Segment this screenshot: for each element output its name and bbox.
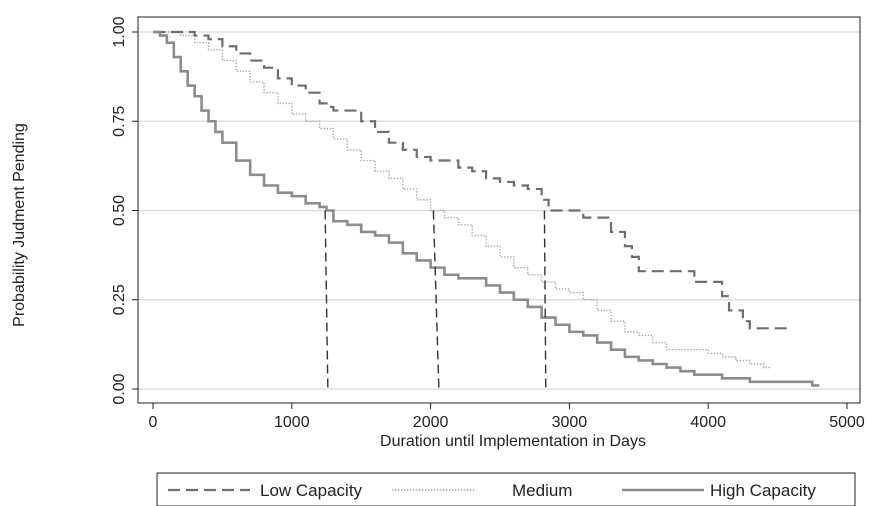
y-axis: 0.00 0.25 0.50 0.75 1.00 (111, 16, 138, 405)
y-tick-label: 0.75 (111, 106, 128, 137)
median-lines (324, 210, 547, 392)
x-tick-label: 5000 (829, 414, 865, 431)
median-line (432, 210, 440, 392)
x-tick-label: 2000 (413, 414, 449, 431)
x-tick-label: 3000 (552, 414, 588, 431)
y-tick-label: 1.00 (111, 16, 128, 47)
x-tick-label: 4000 (690, 414, 726, 431)
legend-label: High Capacity (710, 481, 816, 500)
x-axis: 0 1000 2000 3000 4000 5000 (149, 403, 865, 431)
x-tick-label: 1000 (274, 414, 310, 431)
legend-label: Medium (512, 481, 572, 500)
y-tick-label: 0.25 (111, 284, 128, 315)
series-layer (153, 30, 820, 387)
series-line-medium (153, 31, 771, 369)
x-axis-title: Duration until Implementation in Days (380, 433, 646, 450)
series-line-low-capacity (153, 30, 792, 330)
legend: Low Capacity Medium High Capacity (156, 472, 856, 506)
legend-label: Low Capacity (260, 481, 363, 500)
series-line-high-capacity (153, 30, 820, 387)
legend-box (156, 472, 856, 506)
median-line (324, 210, 329, 392)
x-tick-label: 0 (149, 414, 158, 431)
y-tick-label: 0.00 (111, 373, 128, 404)
gridlines (138, 31, 860, 390)
median-line (543, 210, 547, 392)
y-axis-title: Probability Judment Pending (11, 123, 28, 327)
y-tick-label: 0.50 (111, 195, 128, 226)
